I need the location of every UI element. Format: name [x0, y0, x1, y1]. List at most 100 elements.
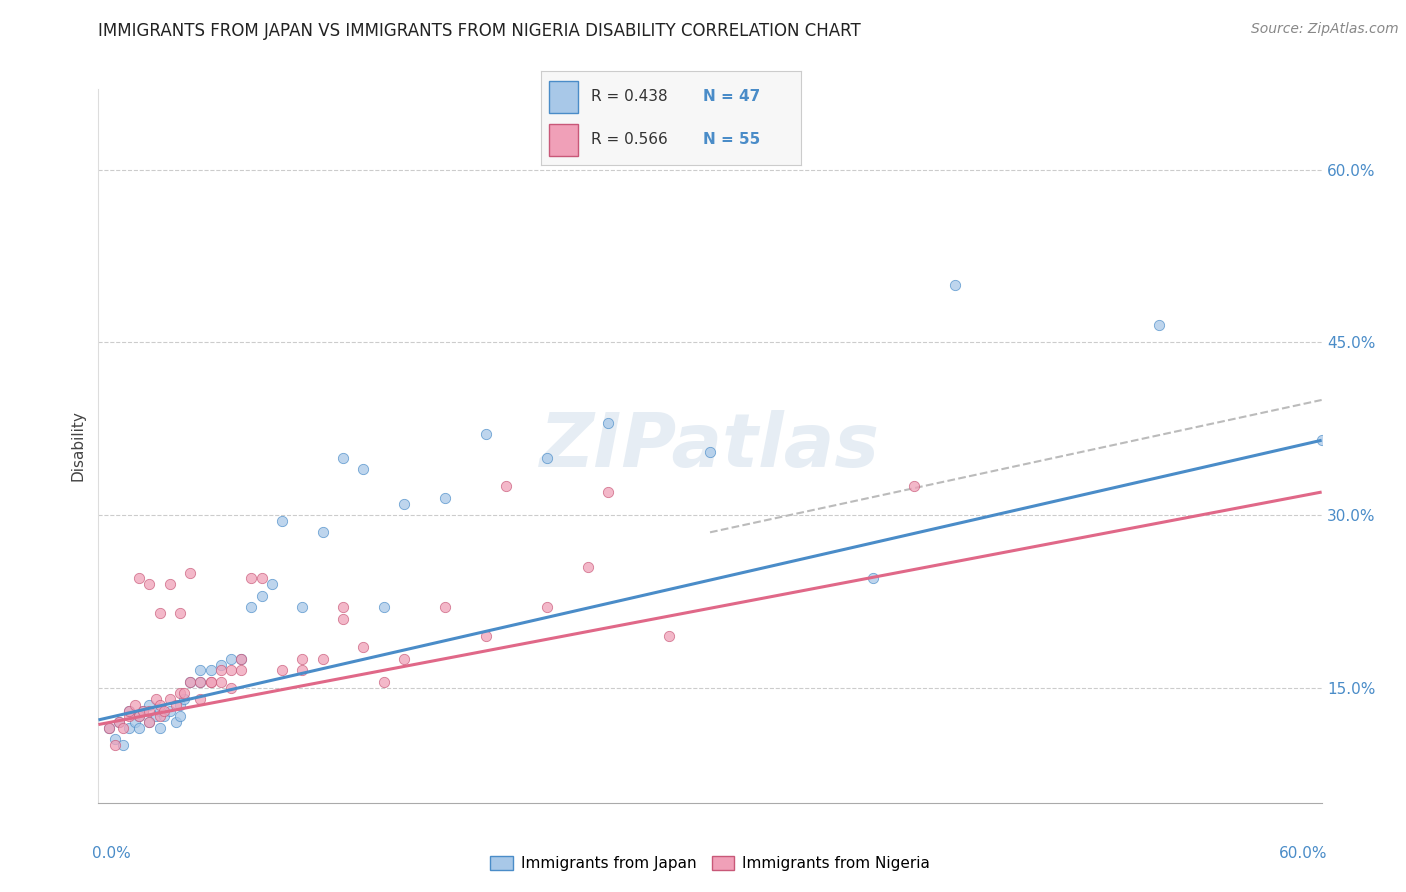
Text: Source: ZipAtlas.com: Source: ZipAtlas.com	[1251, 22, 1399, 37]
Point	[169, 698, 191, 712]
Point	[165, 715, 187, 730]
Point	[138, 704, 160, 718]
Point	[576, 559, 599, 574]
Point	[332, 612, 354, 626]
Point	[145, 692, 167, 706]
Point	[392, 497, 416, 511]
Text: R = 0.566: R = 0.566	[591, 132, 668, 147]
Point	[434, 600, 457, 615]
Point	[132, 704, 155, 718]
Point	[219, 652, 242, 666]
Point	[165, 698, 187, 712]
Point	[312, 652, 335, 666]
Point	[188, 664, 212, 678]
Point	[1310, 434, 1333, 448]
Point	[159, 692, 181, 706]
Point	[138, 715, 160, 730]
Point	[138, 698, 160, 712]
Point	[173, 692, 195, 706]
Text: N = 47: N = 47	[703, 89, 759, 104]
Point	[138, 715, 160, 730]
Point	[111, 738, 134, 752]
Point	[145, 709, 167, 723]
Point	[219, 681, 242, 695]
Point	[373, 600, 395, 615]
Point	[392, 652, 416, 666]
Point	[862, 571, 884, 585]
Point	[474, 427, 498, 442]
Point	[291, 600, 314, 615]
Point	[495, 479, 517, 493]
FancyBboxPatch shape	[550, 124, 578, 156]
Point	[173, 686, 195, 700]
Point	[373, 675, 395, 690]
Point	[188, 692, 212, 706]
Point	[149, 606, 172, 620]
Point	[332, 600, 354, 615]
Point	[536, 600, 558, 615]
Point	[270, 664, 294, 678]
Point	[209, 675, 232, 690]
Point	[598, 416, 620, 430]
Point	[128, 709, 150, 723]
Point	[474, 629, 498, 643]
Y-axis label: Disability: Disability	[70, 410, 86, 482]
Point	[209, 657, 232, 672]
Text: ZIPatlas: ZIPatlas	[540, 409, 880, 483]
Point	[231, 652, 253, 666]
Point	[250, 571, 273, 585]
Text: R = 0.438: R = 0.438	[591, 89, 668, 104]
Point	[270, 514, 294, 528]
Point	[104, 732, 127, 747]
Text: 60.0%: 60.0%	[1279, 846, 1327, 861]
Point	[536, 450, 558, 465]
Point	[149, 721, 172, 735]
Text: IMMIGRANTS FROM JAPAN VS IMMIGRANTS FROM NIGERIA DISABILITY CORRELATION CHART: IMMIGRANTS FROM JAPAN VS IMMIGRANTS FROM…	[98, 22, 860, 40]
Point	[240, 600, 263, 615]
Point	[240, 571, 263, 585]
Point	[352, 462, 374, 476]
Point	[200, 675, 222, 690]
Point	[231, 664, 253, 678]
Point	[132, 704, 155, 718]
Point	[179, 566, 201, 580]
Point	[332, 450, 354, 465]
Point	[118, 709, 141, 723]
Text: N = 55: N = 55	[703, 132, 759, 147]
Point	[159, 704, 181, 718]
Point	[124, 698, 146, 712]
Point	[118, 721, 141, 735]
Point	[231, 652, 253, 666]
Point	[352, 640, 374, 655]
Point	[108, 715, 131, 730]
Point	[903, 479, 925, 493]
Point	[128, 571, 150, 585]
Point	[291, 652, 314, 666]
Point	[159, 577, 181, 591]
Point	[149, 709, 172, 723]
Point	[260, 577, 283, 591]
Text: 0.0%: 0.0%	[93, 846, 131, 861]
Point	[118, 704, 141, 718]
Point	[598, 485, 620, 500]
Point	[149, 698, 172, 712]
Point	[149, 704, 172, 718]
Point	[111, 721, 134, 735]
Point	[179, 675, 201, 690]
Point	[169, 709, 191, 723]
Point	[188, 675, 212, 690]
Point	[200, 664, 222, 678]
Point	[104, 738, 127, 752]
Point	[188, 675, 212, 690]
Point	[128, 721, 150, 735]
Point	[434, 491, 457, 505]
Point	[219, 664, 242, 678]
Point	[124, 715, 146, 730]
Point	[97, 721, 120, 735]
Point	[138, 577, 160, 591]
Point	[169, 606, 191, 620]
Point	[1147, 318, 1170, 333]
Point	[179, 675, 201, 690]
Point	[699, 444, 721, 458]
Point	[250, 589, 273, 603]
